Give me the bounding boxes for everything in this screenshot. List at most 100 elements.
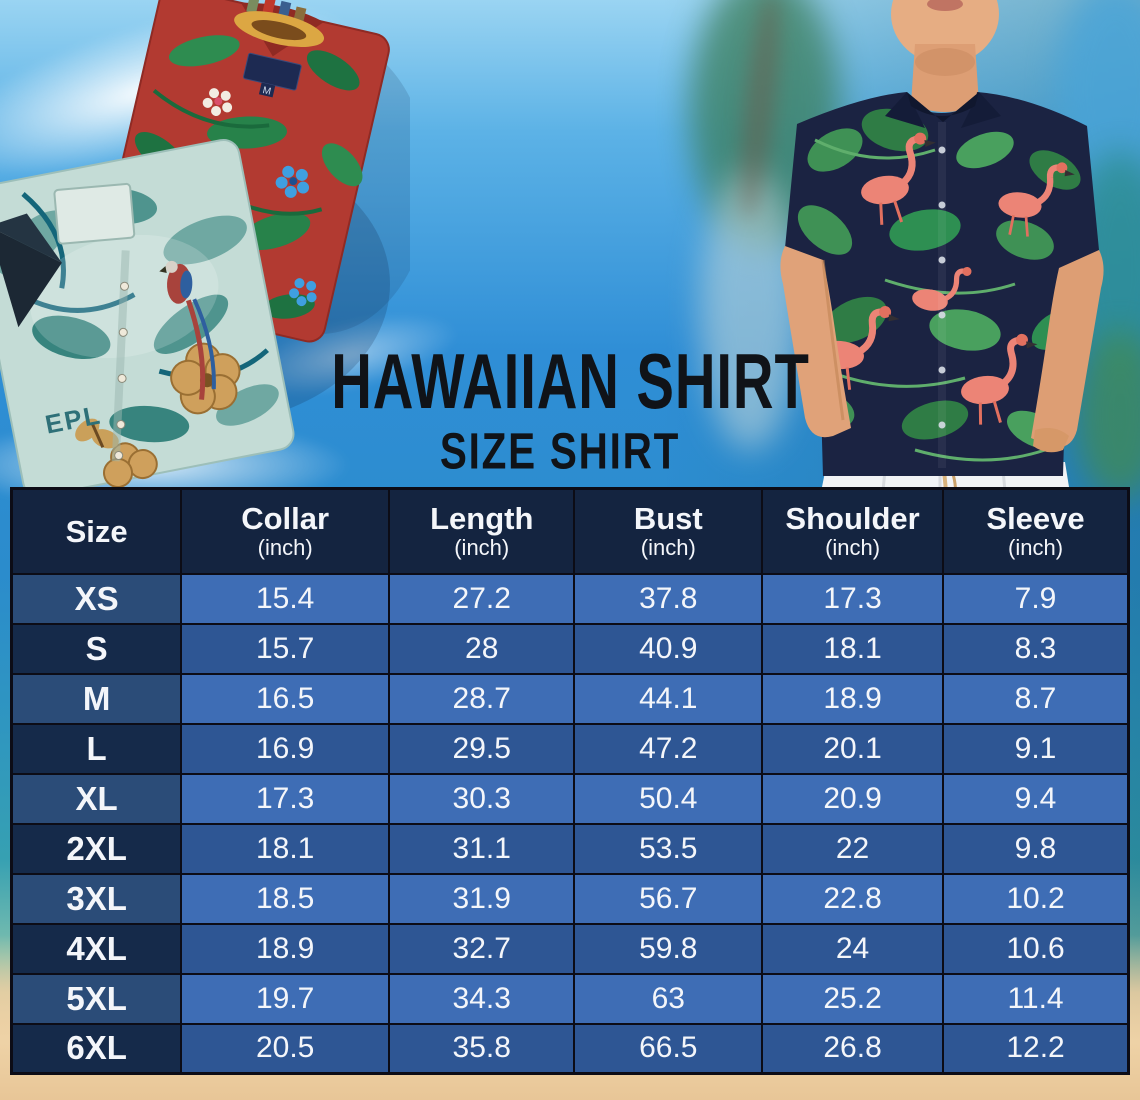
size-row-3XL: 3XL 18.5 31.9 56.7 22.8 10.2 <box>10 872 1130 925</box>
value-cell: 32.7 <box>388 922 576 975</box>
value-cell: 12.2 <box>942 1022 1130 1075</box>
value-cell: 26.8 <box>761 1022 945 1075</box>
beer-logo-print <box>234 0 325 47</box>
value-cell: 18.9 <box>180 922 391 975</box>
value-cell: 53.5 <box>573 822 764 875</box>
value-cell: 31.9 <box>388 872 576 925</box>
value-cell: 18.1 <box>180 822 391 875</box>
header-label: Collar <box>241 500 330 536</box>
collar-size-tag: M <box>261 85 272 98</box>
value-cell: 8.7 <box>942 672 1130 725</box>
size-row-2XL: 2XL 18.1 31.1 53.5 22 9.8 <box>10 822 1130 875</box>
value-cell: 34.3 <box>388 972 576 1025</box>
value-cell: 50.4 <box>573 772 764 825</box>
parrot <box>159 260 216 400</box>
value-cell: 8.3 <box>942 622 1130 675</box>
header-sleeve: Sleeve (inch) <box>942 487 1130 575</box>
value-cell: 44.1 <box>573 672 764 725</box>
size-row-XS: XS 15.4 27.2 37.8 17.3 7.9 <box>10 572 1130 625</box>
size-row-XL: XL 17.3 30.3 50.4 20.9 9.4 <box>10 772 1130 825</box>
value-cell: 22.8 <box>761 872 945 925</box>
value-cell: 9.4 <box>942 772 1130 825</box>
teal-shirt: EPL <box>0 138 295 498</box>
value-cell: 16.9 <box>180 722 391 775</box>
value-cell: 63 <box>573 972 764 1025</box>
model-arms <box>780 246 1104 453</box>
value-cell: 29.5 <box>388 722 576 775</box>
value-cell: 16.5 <box>180 672 391 725</box>
value-cell: 18.5 <box>180 872 391 925</box>
banner-title: HAWAIIAN SHIRT <box>331 337 810 425</box>
header-label: Shoulder <box>785 500 920 536</box>
value-cell: 28 <box>388 622 576 675</box>
value-cell: 20.5 <box>180 1022 391 1075</box>
man-in-flamingo-hawaiian-shirt-photo <box>780 0 1104 512</box>
value-cell: 18.1 <box>761 622 945 675</box>
value-cell: 7.9 <box>942 572 1130 625</box>
value-cell: 24 <box>761 922 945 975</box>
size-cell: 4XL <box>10 922 183 975</box>
size-row-5XL: 5XL 19.7 34.3 63 25.2 11.4 <box>10 972 1130 1025</box>
header-unit: (inch) <box>257 535 313 561</box>
value-cell: 19.7 <box>180 972 391 1025</box>
header-row: Size Collar (inch) Length (inch) Bust (inch… <box>10 487 1130 575</box>
value-cell: 40.9 <box>573 622 764 675</box>
header-collar: Collar (inch) <box>180 487 391 575</box>
size-cell: 6XL <box>10 1022 183 1075</box>
value-cell: 9.8 <box>942 822 1130 875</box>
header-label: Length <box>430 500 534 536</box>
size-cell: M <box>10 672 183 725</box>
model-head <box>891 0 999 112</box>
value-cell: 31.1 <box>388 822 576 875</box>
size-cell: 3XL <box>10 872 183 925</box>
size-cell: L <box>10 722 183 775</box>
size-row-M: M 16.5 28.7 44.1 18.9 8.7 <box>10 672 1130 725</box>
header-label: Sleeve <box>986 500 1085 536</box>
value-cell: 9.1 <box>942 722 1130 775</box>
value-cell: 35.8 <box>388 1022 576 1075</box>
value-cell: 11.4 <box>942 972 1130 1025</box>
value-cell: 30.3 <box>388 772 576 825</box>
header-length: Length (inch) <box>388 487 576 575</box>
value-cell: 47.2 <box>573 722 764 775</box>
value-cell: 15.7 <box>180 622 391 675</box>
value-cell: 28.7 <box>388 672 576 725</box>
value-cell: 66.5 <box>573 1022 764 1075</box>
size-table-body: XS 15.4 27.2 37.8 17.3 7.9 S 15.7 28 40.9 18.1 8.3 M… <box>10 572 1130 1075</box>
value-cell: 17.3 <box>180 772 391 825</box>
size-row-S: S 15.7 28 40.9 18.1 8.3 <box>10 622 1130 675</box>
size-table: Size Collar (inch) Length (inch) Bust (inch… <box>10 487 1130 1075</box>
value-cell: 15.4 <box>180 572 391 625</box>
shirt-buttons <box>938 146 946 429</box>
header-unit: (inch) <box>454 535 510 561</box>
value-cell: 27.2 <box>388 572 576 625</box>
value-cell: 37.8 <box>573 572 764 625</box>
size-row-6XL: 6XL 20.5 35.8 66.5 26.8 12.2 <box>10 1022 1130 1075</box>
value-cell: 17.3 <box>761 572 945 625</box>
header-shoulder: Shoulder (inch) <box>761 487 945 575</box>
value-cell: 22 <box>761 822 945 875</box>
value-cell: 59.8 <box>573 922 764 975</box>
folded-hawaiian-shirts-photo: M <box>0 0 410 498</box>
size-cell: 2XL <box>10 822 183 875</box>
header-bust: Bust (inch) <box>573 487 764 575</box>
header-unit: (inch) <box>640 535 696 561</box>
value-cell: 56.7 <box>573 872 764 925</box>
header-size: Size <box>10 487 183 575</box>
size-cell: S <box>10 622 183 675</box>
size-cell: XS <box>10 572 183 625</box>
value-cell: 25.2 <box>761 972 945 1025</box>
title-block: HAWAIIAN SHIRT SIZE SHIRT <box>300 337 820 480</box>
size-cell: XL <box>10 772 183 825</box>
header-label: Size <box>65 513 128 549</box>
value-cell: 20.9 <box>761 772 945 825</box>
header-unit: (inch) <box>1008 535 1064 561</box>
value-cell: 10.6 <box>942 922 1130 975</box>
size-cell: 5XL <box>10 972 183 1025</box>
value-cell: 18.9 <box>761 672 945 725</box>
value-cell: 20.1 <box>761 722 945 775</box>
header-label: Bust <box>633 500 703 536</box>
value-cell: 10.2 <box>942 872 1130 925</box>
size-row-L: L 16.9 29.5 47.2 20.1 9.1 <box>10 722 1130 775</box>
